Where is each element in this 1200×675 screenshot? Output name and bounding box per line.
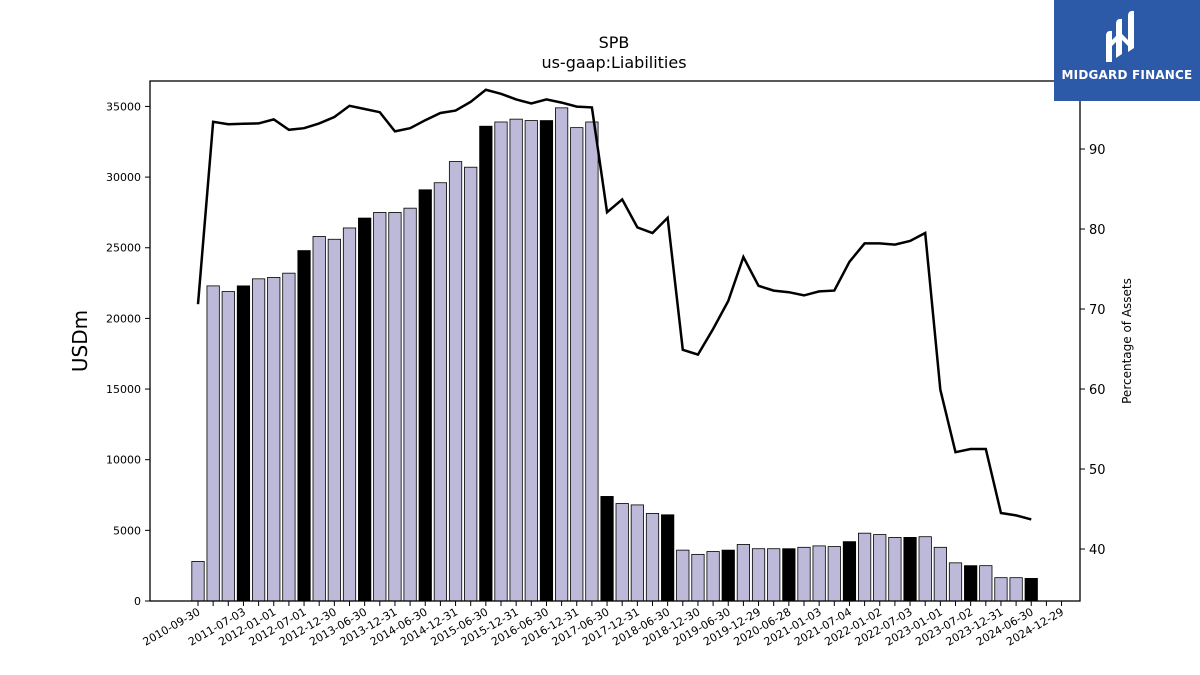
bar [358,217,372,602]
bar [327,238,341,602]
bar [448,161,463,602]
bar [570,127,584,602]
y2-tick-label: 80 [1089,223,1106,238]
bar [615,503,629,602]
bar [782,548,796,602]
y2-axis-label: Percentage of Assets [1120,278,1134,404]
bar [267,277,281,602]
bar [191,561,205,602]
bar [555,107,569,602]
bar [1024,577,1038,602]
bar [433,182,448,602]
y2-tick-label: 60 [1089,383,1106,398]
bar [948,562,963,602]
y-tick-label: 35000 [106,100,141,113]
bar [797,546,811,602]
bar [312,236,326,602]
bar [994,577,1008,602]
chart-subtitle: us-gaap:Liabilities [541,53,686,72]
right-axis: 40 50 60 70 80 90 [1080,143,1106,558]
y-tick-label: 20000 [106,312,141,325]
bar [706,551,720,602]
bar [418,189,432,602]
bar [751,548,766,602]
y-tick-label: 25000 [106,242,141,255]
bar [873,534,887,602]
bar [524,120,538,602]
bar [676,549,690,602]
midgard-m-icon [1106,10,1134,62]
bar [645,512,660,602]
bar [494,121,508,602]
bar [842,541,857,602]
bar-series [191,107,1038,602]
bar [600,496,614,602]
logo: MIDGARD FINANCE [1054,0,1200,101]
bar [979,565,993,602]
bar [221,291,235,602]
bar [827,546,841,602]
y2-tick-label: 50 [1089,463,1106,478]
y2-tick-label: 70 [1089,303,1106,318]
logo-text: MIDGARD FINANCE [1061,68,1193,82]
bar [721,549,735,602]
bar [479,125,493,602]
y-tick-label: 0 [134,595,141,608]
left-axis: 0 5000 10000 15000 20000 25000 30000 35000 [106,100,150,608]
bar [403,207,417,602]
plot-frame [149,80,1081,602]
bar [388,212,402,602]
bar [933,546,947,602]
bar [297,250,311,602]
y-tick-label: 5000 [113,524,141,537]
bar [373,212,387,602]
bar [736,544,751,602]
bar [585,121,599,602]
percentage-line [196,88,1032,521]
bar [691,553,705,602]
bar [509,118,523,602]
y-tick-label: 30000 [106,171,141,184]
bar [888,537,902,602]
bar [206,285,220,602]
bar [858,532,872,602]
bar [767,548,781,602]
bar [282,272,296,602]
bar [342,227,357,602]
bar [918,536,932,602]
bar [251,278,266,602]
y-tick-label: 15000 [106,383,141,396]
bar [630,504,644,602]
y2-tick-label: 90 [1089,143,1106,158]
bar [964,565,978,602]
bar [464,166,478,602]
bar [539,120,554,602]
chart-title: SPB [599,33,630,52]
bar [236,285,251,602]
bar [812,545,826,602]
y2-tick-label: 40 [1089,543,1106,558]
bar [903,537,917,602]
y-axis-label: USDm [68,310,92,372]
x-axis: 2010-09-302011-07-032012-01-012012-07-01… [141,601,1066,649]
bar [661,514,675,602]
y-tick-label: 10000 [106,454,141,467]
bar [1009,577,1023,602]
